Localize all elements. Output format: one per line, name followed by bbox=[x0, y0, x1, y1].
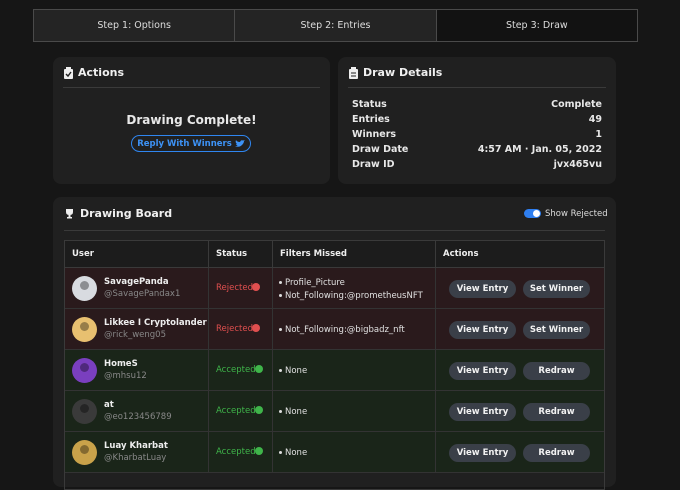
action-button[interactable]: View Entry bbox=[449, 321, 516, 339]
status-icon bbox=[255, 447, 263, 455]
detail-label: Entries bbox=[352, 114, 390, 125]
avatar bbox=[72, 440, 97, 465]
avatar-figure bbox=[80, 404, 89, 413]
avatar bbox=[72, 358, 97, 383]
card-title: Drawing Board bbox=[80, 207, 173, 220]
user-handle: @KharbatLuay bbox=[104, 453, 167, 463]
status-text: Rejected bbox=[216, 283, 253, 293]
column-header: Status bbox=[209, 241, 273, 268]
card-title: Actions bbox=[78, 66, 124, 79]
detail-label: Draw ID bbox=[352, 159, 395, 170]
user-name: HomeS bbox=[104, 359, 138, 369]
filter-item: Not_Following:@bigbadz_nft bbox=[285, 325, 405, 335]
tab[interactable]: Step 2: Entries bbox=[235, 10, 437, 41]
status-text: Accepted bbox=[216, 406, 256, 416]
detail-value: 1 bbox=[595, 129, 602, 140]
filter-item: None bbox=[285, 366, 308, 376]
table-cell bbox=[273, 309, 436, 350]
action-button[interactable]: Redraw bbox=[523, 403, 590, 421]
clipboard-icon bbox=[64, 67, 73, 79]
filter-item: Profile_Picture bbox=[285, 278, 345, 288]
user-name: Luay Kharbat bbox=[104, 441, 168, 451]
toggle-label: Show Rejected bbox=[545, 209, 608, 219]
filter-bullet bbox=[279, 281, 282, 284]
status-text: Accepted bbox=[216, 447, 256, 457]
avatar bbox=[72, 276, 97, 301]
tab[interactable]: Step 1: Options bbox=[34, 10, 236, 41]
divider bbox=[64, 230, 605, 231]
card-title: Draw Details bbox=[363, 66, 443, 79]
action-button[interactable]: View Entry bbox=[449, 280, 516, 298]
status-icon bbox=[252, 324, 260, 332]
user-handle: @rick_weng05 bbox=[104, 330, 166, 340]
toggle[interactable] bbox=[524, 209, 541, 218]
status-icon bbox=[252, 283, 260, 291]
action-button[interactable]: View Entry bbox=[449, 403, 516, 421]
twitter-icon bbox=[234, 139, 245, 147]
avatar bbox=[72, 317, 97, 342]
button-label: Reply With Winners bbox=[137, 138, 232, 149]
filter-bullet bbox=[279, 294, 282, 297]
user-name: at bbox=[104, 400, 114, 410]
filter-item: Not_Following:@prometheusNFT bbox=[285, 291, 423, 301]
page: {"tabs": ["Step 1: Options", "Step 2: En… bbox=[33, 9, 638, 490]
table-cell bbox=[209, 268, 273, 309]
filter-item: None bbox=[285, 407, 308, 417]
user-name: Likkee I Cryptolander bbox=[104, 318, 207, 328]
table-cell bbox=[273, 268, 436, 309]
detail-label: Draw Date bbox=[352, 144, 409, 155]
step-tabs: Step 1: Options Step 2: Entries Step 3: Dr… bbox=[33, 9, 638, 42]
filter-bullet bbox=[279, 410, 282, 413]
table-cell bbox=[273, 350, 436, 391]
avatar-figure bbox=[80, 363, 89, 372]
filter-bullet bbox=[279, 328, 282, 331]
table-cell bbox=[209, 309, 273, 350]
draw-details-card: Draw Details Status Complete Entries 49 Winn… bbox=[338, 57, 616, 184]
reply-button[interactable]: Reply With Winners bbox=[131, 135, 251, 152]
trophy-icon bbox=[66, 209, 73, 219]
column-header: Actions bbox=[436, 241, 604, 268]
status-icon bbox=[255, 365, 263, 373]
column-header: Filters Missed bbox=[273, 241, 436, 268]
detail-value: Complete bbox=[551, 99, 602, 110]
action-button[interactable]: View Entry bbox=[449, 362, 516, 380]
table: User Status Filters Missed Actions SavagePan… bbox=[64, 240, 605, 490]
avatar-figure bbox=[80, 281, 89, 290]
divider bbox=[348, 87, 606, 88]
actions-card: Actions Drawing Complete! Reply With Win… bbox=[53, 57, 330, 184]
detail-label: Winners bbox=[352, 129, 397, 140]
filter-bullet bbox=[279, 369, 282, 372]
status-text: Accepted bbox=[216, 365, 256, 375]
action-button[interactable]: Set Winner bbox=[523, 321, 590, 339]
filter-bullet bbox=[279, 451, 282, 454]
divider bbox=[63, 87, 320, 88]
avatar-figure bbox=[80, 445, 89, 454]
status-icon bbox=[255, 406, 263, 414]
user-handle: @eo123456789 bbox=[104, 412, 172, 422]
action-button[interactable]: Set Winner bbox=[523, 280, 590, 298]
detail-value: 49 bbox=[588, 114, 602, 125]
user-handle: @mhsu12 bbox=[104, 371, 147, 381]
clipboard-icon bbox=[349, 67, 358, 79]
detail-label: Status bbox=[352, 99, 387, 110]
avatar-figure bbox=[80, 322, 89, 331]
user-handle: @SavagePandax1 bbox=[104, 289, 181, 299]
action-button[interactable]: View Entry bbox=[449, 444, 516, 462]
detail-value: jvx465vu bbox=[553, 159, 602, 170]
action-button[interactable]: Redraw bbox=[523, 444, 590, 462]
draw-status: Drawing Complete! bbox=[126, 113, 257, 127]
action-button[interactable]: Redraw bbox=[523, 362, 590, 380]
status-text: Rejected bbox=[216, 324, 253, 334]
user-name: SavagePanda bbox=[104, 277, 169, 287]
tab[interactable]: Step 3: Draw bbox=[436, 10, 637, 41]
drawing-board-card: Drawing Board Show Rejected User Status Fi… bbox=[53, 197, 616, 490]
detail-value: 4:57 AM · Jan. 05, 2022 bbox=[477, 144, 602, 155]
table-cell bbox=[273, 432, 436, 473]
column-header: User bbox=[65, 241, 209, 268]
filter-item: None bbox=[285, 448, 308, 458]
avatar bbox=[72, 399, 97, 424]
table-cell bbox=[273, 391, 436, 432]
